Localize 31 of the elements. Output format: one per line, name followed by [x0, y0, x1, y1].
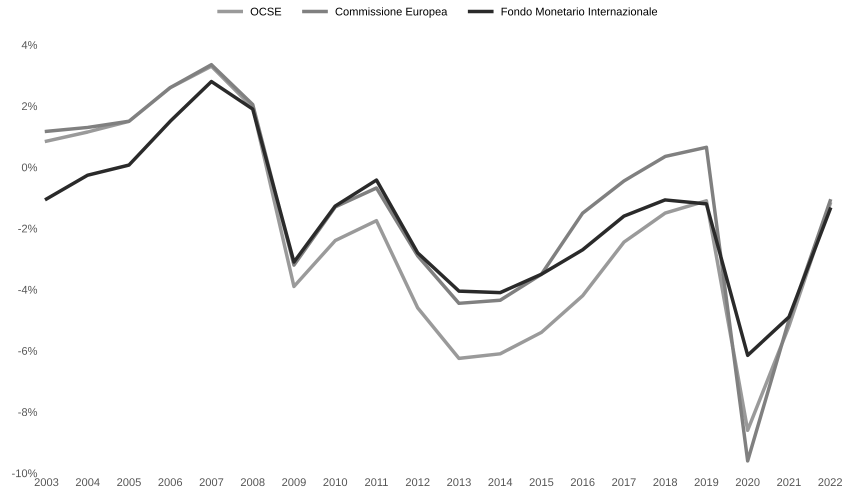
x-tick-label: 2011: [365, 478, 388, 486]
y-tick-label: -8%: [18, 408, 38, 416]
y-tick-label: -6%: [18, 347, 38, 355]
x-tick-label: 2010: [323, 478, 348, 486]
x-tick-label: 2017: [612, 478, 636, 486]
x-tick-label: 2021: [777, 478, 801, 486]
x-tick-label: 2008: [240, 478, 265, 486]
x-tick-label: 2018: [653, 478, 678, 486]
x-tick-label: 2009: [282, 478, 306, 486]
legend-label: OCSE: [250, 8, 282, 16]
legend-label: Fondo Monetario Internazionale: [502, 7, 658, 16]
y-tick-label: -2%: [18, 224, 38, 232]
x-tick-label: 2003: [34, 478, 58, 486]
x-tick-label: 2005: [117, 478, 141, 486]
y-tick-label: 4%: [22, 41, 38, 49]
x-tick-label: 2015: [530, 478, 554, 486]
x-tick-label: 2022: [818, 478, 842, 486]
x-tick-label: 2007: [200, 478, 224, 486]
x-tick-label: 2006: [158, 478, 182, 486]
x-tick-label: 2004: [76, 478, 100, 486]
y-tick-label: 0%: [22, 163, 38, 172]
x-tick-label: 2020: [736, 478, 760, 486]
legend-label: Commissione Europea: [336, 7, 448, 18]
x-tick-label: 2014: [488, 478, 512, 486]
y-tick-label: -4%: [18, 286, 38, 294]
x-tick-label: 2019: [694, 478, 718, 486]
y-tick-label: -10%: [12, 469, 38, 478]
y-tick-label: 2%: [22, 102, 38, 110]
x-tick-label: 2012: [406, 478, 430, 486]
x-tick-label: 2013: [447, 478, 471, 486]
x-tick-label: 2016: [570, 478, 595, 486]
